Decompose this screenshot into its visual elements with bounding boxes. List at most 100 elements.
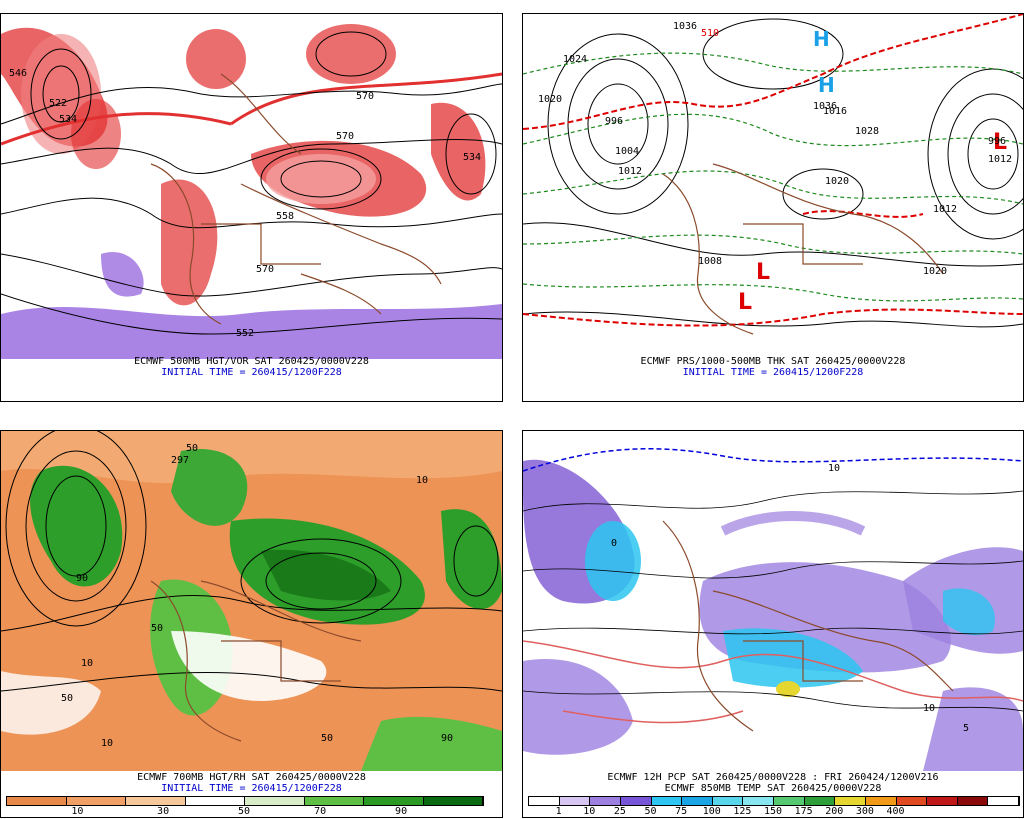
- colorbar-label: 125: [733, 806, 752, 817]
- contour-label: 510: [701, 28, 719, 39]
- contour-label: 0: [611, 538, 617, 549]
- contour-label: 10: [81, 658, 93, 669]
- colorbar-swatch: [66, 797, 126, 805]
- panel-title: ECMWF 12H PCP SAT 260425/0000V228 : FRI …: [607, 772, 939, 783]
- rh-colorbar-labels: 10 30 50 70 90: [6, 806, 482, 817]
- pcp-colorbar: [528, 796, 1020, 806]
- colorbar-label: 10: [583, 806, 596, 817]
- svg-text:H: H: [813, 27, 830, 51]
- colorbar-swatch: [529, 797, 560, 805]
- colorbar-swatch: [774, 797, 805, 805]
- contour-label: 50: [61, 693, 73, 704]
- colorbar-label: 200: [825, 806, 844, 817]
- contour-label: 10: [416, 475, 428, 486]
- colorbar-swatch: [712, 797, 744, 805]
- colorbar-swatch: [126, 797, 186, 805]
- colorbar-swatch: [682, 797, 713, 805]
- contour-label: 996: [605, 116, 623, 127]
- contour-label: 50: [321, 733, 333, 744]
- colorbar-swatch: [590, 797, 621, 805]
- colorbar-label: 10: [71, 806, 84, 817]
- colorbar-label: 50: [237, 806, 251, 817]
- contour-label: 1024: [563, 54, 587, 65]
- colorbar-swatch: [364, 797, 424, 805]
- rh-colorbar: [6, 796, 484, 806]
- colorbar-label: 100: [702, 806, 721, 817]
- contour-label: 522: [49, 98, 67, 109]
- contour-label: 1036: [813, 101, 837, 112]
- contour-label: 10: [101, 738, 113, 749]
- colorbar-swatch: [185, 797, 245, 805]
- contour-label: 50: [186, 443, 198, 454]
- colorbar-swatch: [423, 797, 483, 805]
- colorbar-swatch: [804, 797, 836, 805]
- contour-label: 1012: [988, 154, 1012, 165]
- contour-label: 10: [923, 703, 935, 714]
- colorbar-label: 175: [794, 806, 813, 817]
- colorbar-swatch: [559, 797, 591, 805]
- initial-time: INITIAL TIME = 260415/1200F228: [682, 367, 864, 378]
- colorbar-swatch: [620, 797, 652, 805]
- colorbar-label: 25: [613, 806, 626, 817]
- contour-label: 534: [59, 114, 77, 125]
- colorbar-swatch: [865, 797, 897, 805]
- panel-700mb-hgt-rh: 50 297 10 90 50 10 50 10 90 50 ECMWF 700MB HGT/RH…: [0, 430, 503, 818]
- colorbar-swatch: [743, 797, 774, 805]
- contour-label: 1020: [825, 176, 849, 187]
- contour-label: 1016: [823, 106, 847, 117]
- contour-label: 996: [988, 136, 1006, 147]
- colorbar-label: 90: [395, 806, 408, 817]
- svg-text:L: L: [756, 260, 770, 285]
- contour-label: 552: [236, 328, 254, 339]
- contour-label: 570: [256, 264, 274, 275]
- initial-time: INITIAL TIME = 260415/1200F228: [161, 783, 342, 794]
- colorbar-swatch: [896, 797, 928, 805]
- contour-label: 90: [441, 733, 453, 744]
- svg-text:L: L: [993, 130, 1007, 155]
- map-500mb-hgt-vor: 546 522 534 570 558 570 552 534 570: [1, 14, 502, 359]
- contour-label: 534: [463, 152, 481, 163]
- contour-label: 1012: [618, 166, 642, 177]
- colorbar-swatch: [245, 797, 305, 805]
- svg-text:L: L: [738, 290, 752, 315]
- contour-label: 546: [9, 68, 27, 79]
- colorbar-swatch: [304, 797, 364, 805]
- colorbar-label: 150: [763, 806, 783, 817]
- colorbar-label: 1: [555, 806, 562, 817]
- colorbar-swatch: [957, 797, 989, 805]
- panel-title: ECMWF 500MB HGT/VOR SAT 260425/0000V228: [134, 356, 369, 367]
- colorbar-label: 50: [644, 806, 657, 817]
- colorbar-swatch: [927, 797, 958, 805]
- panel-title: ECMWF 700MB HGT/RH SAT 260425/0000V228: [137, 772, 366, 783]
- contour-label: 1028: [855, 126, 879, 137]
- contour-label: 1020: [923, 266, 947, 277]
- contour-label: 570: [356, 91, 374, 102]
- contour-label: 1020: [538, 94, 562, 105]
- contour-label: 1008: [698, 256, 722, 267]
- initial-time: INITIAL TIME = 260415/1200F228: [161, 367, 342, 378]
- panel-pcp-850mb-temp: 10 0 10 5 ECMWF 12H PCP SAT 260425/0000V228…: [522, 430, 1024, 818]
- svg-text:H: H: [818, 73, 835, 97]
- panel-500mb-hgt-vor: 546 522 534 570 558 570 552 534 570 ECMWF 500MB …: [0, 13, 503, 402]
- colorbar-swatch: [835, 797, 866, 805]
- contour-label: 1004: [615, 146, 639, 157]
- contour-label: 5: [963, 723, 969, 734]
- colorbar-swatch: [7, 797, 67, 805]
- map-prs-thk: LLL HH 103651010241020996100410121016102…: [523, 14, 1023, 359]
- pcp-colorbar-labels: 1 10 25 50 75 100 125 150 175 200 300 400: [528, 806, 1018, 817]
- contour-label: 1036: [673, 21, 697, 32]
- colorbar-label: 75: [675, 806, 688, 817]
- contour-label: 558: [276, 211, 294, 222]
- contour-label: 1012: [933, 204, 957, 215]
- colorbar-label: 400: [886, 806, 905, 817]
- panel-title: ECMWF PRS/1000-500MB THK SAT 260425/0000…: [640, 356, 906, 367]
- colorbar-label: 300: [855, 806, 874, 817]
- colorbar-swatch: [988, 797, 1019, 805]
- contour-label: 10: [828, 463, 840, 474]
- colorbar-label: 30: [157, 806, 170, 817]
- panel-subtitle: ECMWF 850MB TEMP SAT 260425/0000V228: [664, 783, 882, 794]
- contour-label: 297: [171, 455, 189, 466]
- colorbar-label: 70: [314, 806, 327, 817]
- contour-label: 570: [336, 131, 354, 142]
